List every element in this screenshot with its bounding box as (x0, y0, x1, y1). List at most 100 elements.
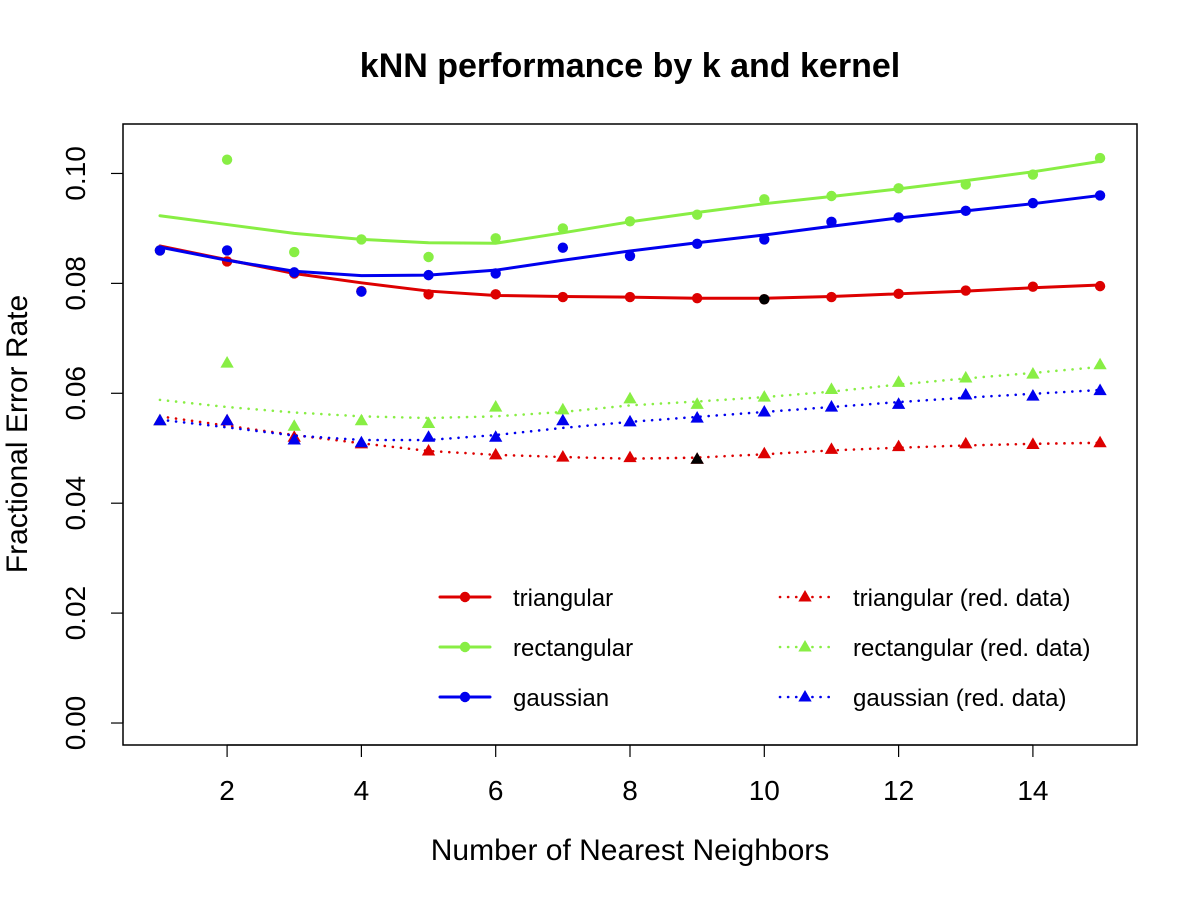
point-triangular-6 (490, 289, 501, 300)
point-gaussian-red-data-3 (287, 432, 301, 445)
point-gaussian-13 (960, 205, 971, 217)
point-triangular-red-data-15 (1093, 435, 1107, 448)
point-gaussian-10 (759, 234, 770, 245)
point-gaussian-15 (1094, 190, 1106, 201)
point-gaussian-3 (289, 267, 300, 278)
point-rectangular-red-data-11 (824, 382, 839, 394)
point-gaussian-red-data-9 (690, 411, 704, 423)
legend-label-rectangular: rectangular (513, 635, 633, 662)
point-gaussian-red-data-6 (489, 430, 503, 442)
point-rectangular-6 (490, 233, 501, 244)
point-triangular-red-data-10 (757, 446, 771, 459)
y-tick-label-3: 0.06 (60, 366, 91, 421)
legend-marker-triangular-red-data (798, 590, 812, 602)
point-rectangular-red-data-14 (1026, 367, 1040, 379)
point-triangular-11 (826, 291, 837, 303)
point-rectangular-4 (356, 234, 367, 245)
point-gaussian-red-data-13 (959, 387, 973, 400)
point-rectangular-11 (826, 190, 837, 202)
point-rectangular-red-data-5 (421, 416, 436, 429)
series-gaussian-red-data (153, 383, 1107, 448)
point-rectangular-8 (624, 216, 636, 227)
legend-item-rectangular-red-data: rectangular (red. data) (778, 635, 1090, 662)
series-gaussian (154, 190, 1106, 297)
point-rectangular-7 (557, 223, 569, 234)
point-rectangular-5 (423, 251, 434, 263)
line-rectangular (158, 159, 1102, 245)
point-gaussian-red-data-10 (757, 404, 771, 417)
y-tick-label-1: 0.02 (60, 586, 91, 641)
point-rectangular-red-data-10 (757, 390, 771, 402)
point-triangular-7 (557, 291, 569, 303)
point-rectangular-10 (759, 194, 770, 205)
point-gaussian-1 (154, 245, 166, 256)
legend-marker-gaussian-red-data (798, 690, 812, 702)
point-rectangular-12 (893, 183, 904, 194)
point-triangular-red-data-5 (421, 443, 436, 456)
point-gaussian-red-data-2 (220, 413, 234, 426)
legend-label-gaussian-red-data: gaussian (red. data) (853, 685, 1066, 712)
plot-area (153, 152, 1107, 464)
point-rectangular-14 (1027, 169, 1039, 180)
legend-item-rectangular: rectangular (438, 635, 633, 662)
x-tick-label-10: 10 (749, 775, 780, 806)
point-gaussian-4 (356, 286, 367, 297)
legend-label-rectangular-red-data: rectangular (red. data) (853, 635, 1090, 662)
point-rectangular-15 (1094, 152, 1106, 164)
point-triangular-red-data-14 (1026, 437, 1040, 449)
line-rectangular-red-data (158, 365, 1102, 420)
point-gaussian-8 (624, 250, 636, 262)
x-tick-label-2: 2 (219, 775, 235, 806)
legend-marker-gaussian (459, 691, 471, 703)
legend-marker-rectangular-red-data (798, 640, 812, 652)
line-gaussian (158, 193, 1102, 278)
point-gaussian-red-data-8 (623, 414, 637, 427)
point-rectangular-red-data-2 (220, 356, 234, 368)
point-gaussian-14 (1027, 197, 1039, 209)
point-gaussian-9 (691, 238, 703, 250)
point-gaussian-red-data-11 (824, 400, 839, 412)
point-gaussian-2 (221, 245, 233, 256)
x-tick-label-4: 4 (354, 775, 370, 806)
y-tick-label-2: 0.04 (60, 476, 91, 531)
point-rectangular-9 (691, 209, 703, 220)
point-rectangular-red-data-4 (354, 413, 369, 426)
x-tick-label-14: 14 (1017, 775, 1048, 806)
legend-item-gaussian: gaussian (438, 685, 609, 712)
point-gaussian-red-data-7 (556, 413, 570, 426)
point-gaussian-red-data-15 (1093, 383, 1107, 396)
point-rectangular-red-data-6 (489, 400, 503, 412)
y-tick-label-0: 0.00 (60, 696, 91, 751)
point-rectangular-red-data-15 (1093, 357, 1107, 370)
point-rectangular-13 (960, 179, 971, 190)
y-tick-label-4: 0.08 (60, 256, 91, 311)
point-triangular-red-data-13 (959, 436, 973, 449)
chart-title: kNN performance by k and kernel (360, 47, 900, 85)
y-tick-label-5: 0.10 (60, 146, 91, 201)
point-triangular-8 (624, 291, 636, 303)
point-triangular-13 (960, 285, 971, 296)
legend-label-triangular: triangular (513, 585, 613, 612)
point-gaussian-12 (893, 212, 904, 223)
point-gaussian-red-data-4 (354, 435, 369, 448)
point-triangular-red-data-7 (556, 450, 570, 462)
point-gaussian-red-data-12 (891, 397, 906, 409)
legend-label-gaussian: gaussian (513, 685, 609, 712)
x-tick-label-12: 12 (883, 775, 914, 806)
point-rectangular-red-data-12 (891, 375, 906, 387)
x-tick-label-8: 8 (622, 775, 638, 806)
highlight-triangular-red-data-9 (690, 452, 704, 464)
highlight-triangular-10 (759, 294, 770, 305)
point-triangular-15 (1094, 280, 1106, 292)
point-triangular-red-data-11 (824, 442, 839, 454)
point-rectangular-red-data-13 (959, 370, 973, 383)
point-triangular-5 (423, 289, 434, 300)
point-rectangular-red-data-3 (287, 419, 301, 431)
x-axis-label: Number of Nearest Neighbors (431, 834, 830, 867)
point-rectangular-red-data-8 (623, 391, 637, 404)
point-triangular-red-data-6 (489, 447, 503, 460)
point-triangular-9 (691, 293, 703, 304)
point-triangular-14 (1027, 281, 1039, 292)
point-rectangular-3 (289, 246, 300, 258)
